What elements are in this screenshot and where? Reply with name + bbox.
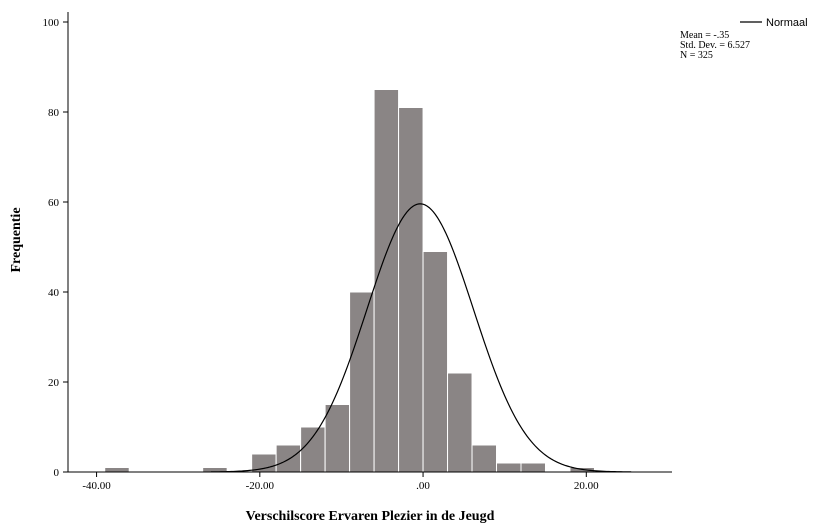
histogram-bar-12 xyxy=(496,462,522,473)
x-tick-label-2: .00 xyxy=(416,480,430,492)
histogram-bar-6 xyxy=(349,291,375,473)
histogram-bar-3 xyxy=(275,444,302,473)
stat-mean: Mean = -.35 xyxy=(680,30,729,41)
y-tick-label-0: 0 xyxy=(54,467,60,479)
y-axis-title: Frequentie xyxy=(9,207,24,272)
histogram-bar-8 xyxy=(398,107,424,473)
x-tick-label-3: 20.00 xyxy=(574,480,599,492)
x-tick-label-1: -20.00 xyxy=(246,480,275,492)
histogram-bar-4 xyxy=(300,426,326,473)
y-tick-label-4: 80 xyxy=(48,107,60,119)
stat-n: N = 325 xyxy=(680,50,713,61)
histogram-bars xyxy=(104,89,595,473)
y-tick-label-3: 60 xyxy=(48,197,60,209)
y-tick-label-1: 20 xyxy=(48,377,60,389)
y-tick-label-2: 40 xyxy=(48,287,60,299)
x-axis-ticks: -40.00 -20.00 .00 20.00 xyxy=(82,472,599,492)
y-axis-ticks: 0 20 40 60 80 100 xyxy=(43,17,68,479)
histogram-bar-13 xyxy=(520,462,546,473)
legend-label: Normaal xyxy=(766,17,808,29)
normal-curve xyxy=(210,203,632,473)
statistics-box: Mean = -.35 Std. Dev. = 6.527 N = 325 xyxy=(680,30,750,61)
y-tick-label-5: 100 xyxy=(43,17,60,29)
histogram-bar-7 xyxy=(373,89,400,473)
x-axis-title: Verschilscore Ervaren Plezier in de Jeug… xyxy=(246,509,495,524)
histogram-bar-9 xyxy=(422,251,449,473)
x-tick-label-0: -40.00 xyxy=(82,480,111,492)
histogram-bar-0 xyxy=(104,467,130,473)
legend: Normaal xyxy=(740,17,808,29)
histogram-bar-11 xyxy=(471,444,498,473)
histogram-bar-10 xyxy=(447,372,473,473)
stat-std-dev: Std. Dev. = 6.527 xyxy=(680,40,750,51)
histogram-bar-5 xyxy=(324,404,351,473)
